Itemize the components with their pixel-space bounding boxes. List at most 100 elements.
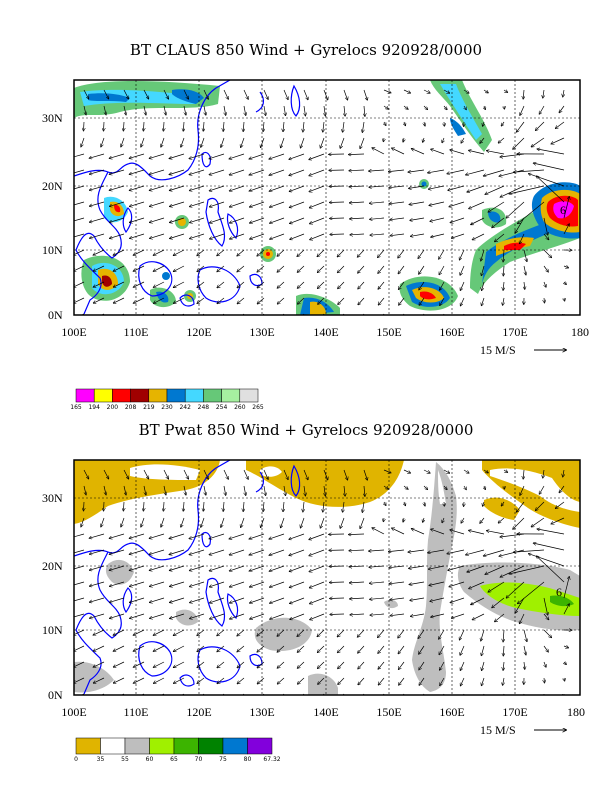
top-wind-vector bbox=[338, 281, 345, 289]
top-wind-vector bbox=[309, 153, 325, 160]
top-wind-vector bbox=[513, 137, 525, 149]
bottom-wind-vector bbox=[290, 613, 305, 619]
bottom-wind-vector bbox=[130, 565, 145, 570]
bottom-wind-vector bbox=[440, 677, 445, 685]
top-lon-labels: 100E 110E 120E 130E 140E 150E 160E 170E … bbox=[61, 325, 589, 339]
bottom-wind-vector bbox=[261, 517, 265, 527]
top-wind-vector bbox=[318, 297, 325, 304]
bottom-wind-vector bbox=[537, 529, 565, 535]
bottom-wind-vector bbox=[318, 677, 325, 684]
bottom-wind-vector bbox=[344, 485, 345, 496]
top-wind-vector bbox=[378, 297, 385, 305]
top-wind-vector bbox=[556, 121, 565, 128]
bottom-wind-vector bbox=[230, 613, 245, 619]
bottom-colorbar-label: 60 bbox=[146, 756, 154, 763]
top-wind-vector bbox=[281, 137, 285, 148]
top-wind-vector bbox=[297, 249, 305, 256]
bottom-wind-vector bbox=[121, 517, 125, 527]
bottom-wind-vector bbox=[163, 501, 164, 511]
top-wind-vector bbox=[543, 233, 549, 240]
top-colorbar-label: 260 bbox=[234, 404, 246, 411]
top-wind-vector bbox=[324, 105, 325, 116]
bottom-wind-vector bbox=[409, 565, 425, 568]
top-wind-vector bbox=[419, 281, 425, 290]
top-wind-vector bbox=[338, 297, 345, 304]
bottom-wind-vector bbox=[249, 565, 265, 571]
top-wind-vector bbox=[93, 281, 105, 287]
top-wind-vector bbox=[109, 153, 125, 158]
bottom-wind-vector bbox=[363, 469, 367, 480]
bottom-wind-vector bbox=[74, 597, 85, 602]
bottom-wind-vector bbox=[520, 613, 525, 624]
bottom-wind-vector bbox=[412, 529, 425, 535]
top-wind-vector bbox=[440, 297, 445, 305]
top-colorbar-label: 265 bbox=[252, 404, 264, 411]
top-wind-vector bbox=[403, 89, 410, 93]
top-wind-vector bbox=[309, 185, 325, 192]
bottom-wind-vector bbox=[350, 582, 365, 583]
bottom-wind-vector bbox=[423, 469, 430, 473]
top-wind-vector bbox=[514, 169, 545, 172]
top-wind-vector bbox=[317, 249, 325, 257]
top-wind-vector bbox=[264, 105, 266, 115]
top-wind-vector bbox=[310, 201, 325, 208]
top-lon-160e: 160E bbox=[439, 325, 464, 339]
top-colorbar-swatch bbox=[221, 388, 241, 403]
bottom-wind-vector bbox=[93, 629, 105, 635]
top-wind-vector bbox=[443, 89, 449, 93]
bottom-wind-vector bbox=[338, 661, 345, 669]
top-wind-vector bbox=[249, 185, 265, 191]
top-lon-120e: 120E bbox=[186, 325, 211, 339]
bottom-wind-vector bbox=[481, 629, 485, 641]
bottom-wind-vector bbox=[483, 501, 484, 506]
bottom-wind-vector bbox=[153, 629, 165, 635]
top-wind-vector bbox=[277, 281, 285, 288]
bottom-wind-vector bbox=[237, 645, 245, 652]
top-wind-vector bbox=[113, 265, 125, 271]
bottom-wind-vector bbox=[103, 485, 106, 495]
top-wind-vector bbox=[369, 186, 385, 187]
top-wind-vector bbox=[464, 105, 466, 110]
bottom-colorbar-swatch bbox=[100, 737, 126, 755]
bottom-wind-vector bbox=[378, 661, 385, 669]
top-wind-vector bbox=[523, 89, 524, 99]
bottom-lon-140e: 140E bbox=[313, 705, 338, 719]
bottom-wind-vector bbox=[536, 501, 545, 510]
top-wind-vector bbox=[149, 169, 165, 174]
bottom-wind-vector bbox=[563, 646, 568, 648]
top-wind-vector bbox=[257, 281, 265, 288]
top-wind-vector bbox=[543, 249, 551, 258]
top-lat-10n: 10N bbox=[42, 243, 63, 257]
top-wind-vector bbox=[221, 137, 225, 147]
top-wind-vector bbox=[544, 297, 545, 303]
bottom-wind-vector bbox=[141, 517, 145, 527]
top-wind-vector bbox=[143, 89, 149, 99]
top-wind-vector bbox=[209, 169, 225, 175]
bottom-wind-vector bbox=[183, 469, 188, 479]
top-wind-vector bbox=[460, 249, 465, 260]
top-wind-vector bbox=[289, 169, 305, 175]
top-wind-vector bbox=[564, 298, 565, 301]
top-wind-vector bbox=[398, 265, 405, 274]
top-wind-vector bbox=[503, 265, 504, 276]
top-wind-vector bbox=[250, 233, 265, 239]
top-wind-vector bbox=[398, 249, 405, 258]
top-wind-vector bbox=[104, 121, 105, 131]
bottom-wind-vector bbox=[310, 597, 325, 604]
bottom-wind-vector bbox=[310, 613, 325, 620]
bottom-wind-vector bbox=[329, 566, 345, 567]
bottom-wind-vector bbox=[283, 469, 288, 479]
bottom-wind-vector bbox=[210, 565, 225, 571]
top-wind-vector bbox=[469, 201, 485, 209]
bottom-wind-vector bbox=[409, 581, 425, 585]
top-wind-vector bbox=[290, 201, 305, 207]
bottom-wind-vector bbox=[378, 645, 385, 653]
bottom-wind-vector bbox=[473, 613, 485, 620]
bottom-wind-vector bbox=[500, 565, 525, 577]
bottom-wind-vector bbox=[221, 517, 225, 527]
top-wind-vector bbox=[153, 249, 165, 255]
top-wind-vector bbox=[520, 105, 525, 115]
bottom-wind-vector bbox=[123, 501, 124, 511]
top-wind-vector bbox=[201, 137, 205, 147]
top-wind-vector bbox=[499, 169, 525, 176]
